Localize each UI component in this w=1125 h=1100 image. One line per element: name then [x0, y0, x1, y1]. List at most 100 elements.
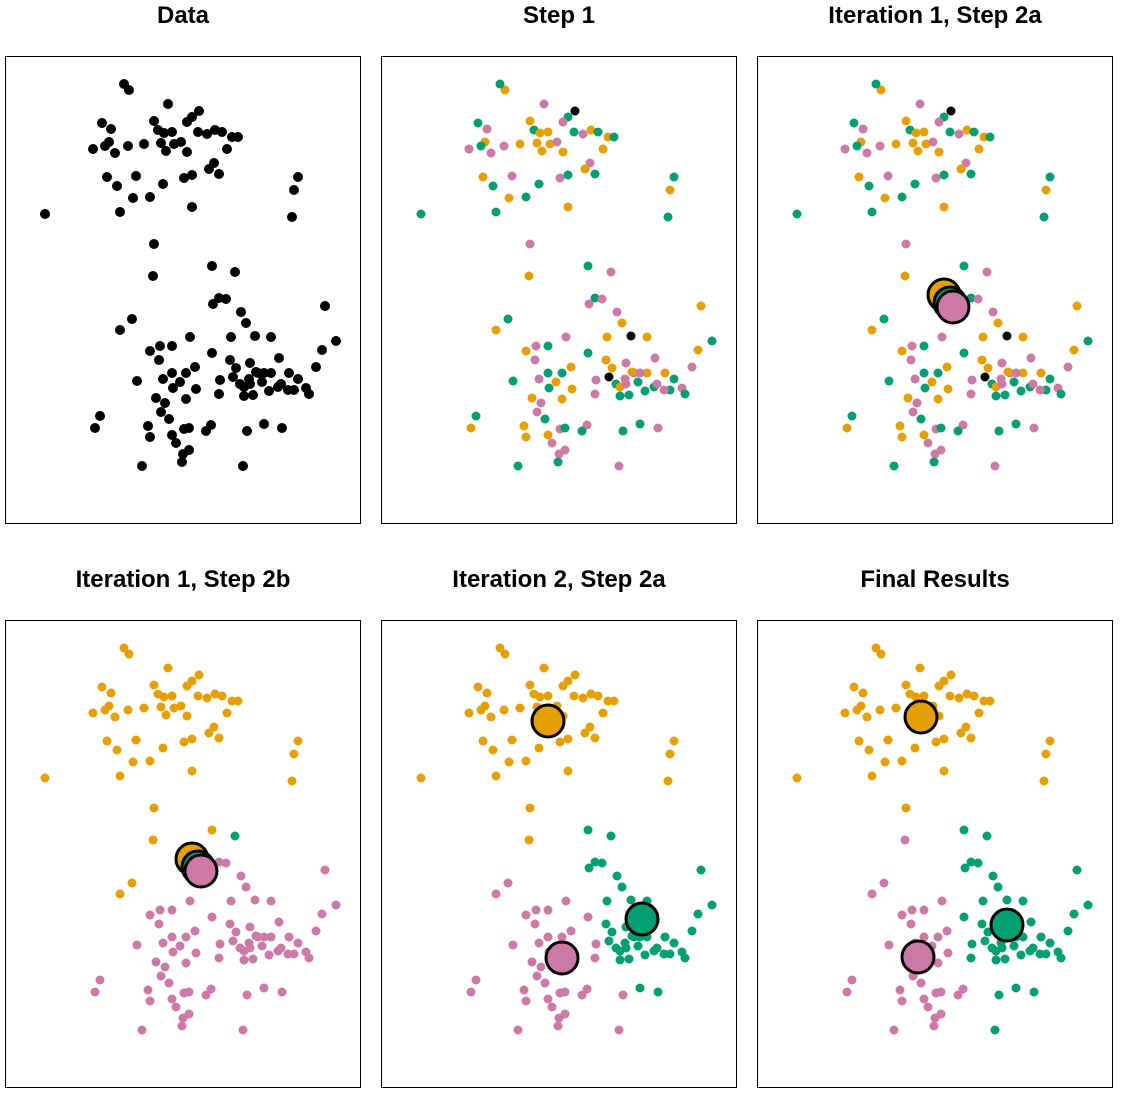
data-point-black — [148, 271, 158, 281]
data-point-pink — [943, 948, 953, 958]
data-point-orange — [985, 696, 995, 706]
data-point-black — [230, 267, 240, 277]
panel-title: Data — [156, 2, 210, 29]
data-point-black — [128, 193, 138, 203]
data-point-black — [181, 394, 191, 404]
data-point-orange — [974, 144, 984, 154]
data-point-orange — [100, 705, 110, 715]
data-point-green — [929, 457, 939, 467]
data-point-orange — [871, 643, 881, 653]
data-point-orange — [217, 691, 227, 701]
data-point-green — [959, 261, 969, 271]
data-point-pink — [525, 239, 535, 249]
data-point-black — [202, 129, 212, 139]
data-point-black — [276, 379, 286, 389]
data-point-black — [248, 390, 258, 400]
data-point-orange — [194, 670, 204, 680]
data-point-green — [230, 831, 240, 841]
data-point-pink — [966, 389, 976, 399]
data-point-orange — [854, 736, 864, 746]
data-point-pink — [929, 1021, 939, 1031]
data-point-pink — [241, 882, 251, 892]
data-point-orange — [521, 346, 531, 356]
data-point-orange — [901, 116, 911, 126]
data-point-black — [151, 393, 161, 403]
data-point-orange — [500, 85, 510, 95]
data-point-green — [1083, 336, 1093, 346]
data-point-pink — [942, 926, 952, 936]
data-point-orange — [1018, 332, 1028, 342]
data-point-pink — [177, 1021, 187, 1031]
data-point-pink — [507, 171, 517, 181]
data-point-orange — [182, 681, 192, 691]
centroid-pink — [544, 940, 580, 976]
data-point-green — [471, 411, 481, 421]
data-point-pink — [257, 941, 267, 951]
data-point-black — [207, 348, 217, 358]
data-point-pink — [916, 978, 926, 988]
data-point-pink — [284, 932, 294, 942]
data-point-green — [553, 457, 563, 467]
data-point-orange — [696, 301, 706, 311]
data-point-orange — [993, 318, 1003, 328]
data-point-orange — [867, 771, 877, 781]
data-point-pink — [937, 332, 947, 342]
data-point-green — [660, 932, 670, 942]
data-point-orange — [962, 125, 972, 135]
data-point-orange — [123, 705, 133, 715]
data-point-black — [131, 171, 141, 181]
data-point-green — [988, 871, 998, 881]
data-point-pink — [557, 932, 567, 942]
data-point-green — [503, 314, 513, 324]
scatter-svg — [416, 643, 717, 1035]
data-point-orange — [567, 384, 577, 394]
data-point-black — [184, 423, 194, 433]
data-point-orange — [491, 771, 501, 781]
data-point-green — [612, 871, 622, 881]
data-point-green — [1056, 953, 1066, 963]
data-point-green — [543, 368, 553, 378]
data-point-black — [283, 385, 293, 395]
data-point-orange — [97, 682, 107, 692]
data-point-pink — [591, 939, 601, 949]
data-point-pink — [928, 137, 938, 147]
data-point-green — [495, 79, 505, 89]
data-point-green — [593, 127, 603, 137]
data-point-orange — [491, 325, 501, 335]
data-point-green — [1011, 983, 1021, 993]
data-point-pink — [842, 987, 852, 997]
centroid-pink — [900, 939, 936, 975]
data-point-pink — [534, 938, 544, 948]
data-point-black — [100, 141, 110, 151]
data-point-orange — [945, 691, 955, 701]
data-point-green — [1009, 941, 1019, 951]
data-point-black — [182, 147, 192, 157]
data-point-pink — [531, 905, 541, 915]
data-point-orange — [880, 193, 890, 203]
data-point-green — [953, 426, 963, 436]
data-point-orange — [665, 749, 675, 759]
data-point-green — [978, 896, 988, 906]
data-point-pink — [919, 932, 929, 942]
data-point-orange — [911, 692, 921, 702]
data-point-pink — [251, 931, 261, 941]
data-point-orange — [627, 367, 637, 377]
data-point-orange — [169, 703, 179, 713]
data-point-black — [158, 179, 168, 189]
data-point-orange — [156, 702, 166, 712]
data-point-orange — [499, 705, 509, 715]
data-point-orange — [891, 703, 901, 713]
data-point-pink — [259, 983, 269, 993]
data-point-pink — [558, 117, 568, 127]
data-point-black — [190, 362, 200, 372]
data-point-black — [167, 430, 177, 440]
data-point-black — [284, 368, 294, 378]
data-point-black — [156, 407, 166, 417]
data-point-black — [293, 374, 303, 384]
data-point-orange — [119, 643, 129, 653]
data-point-green — [945, 127, 955, 137]
data-point-pink — [884, 940, 894, 950]
data-point-pink — [171, 1002, 181, 1012]
data-point-orange — [978, 332, 988, 342]
data-point-orange — [473, 682, 483, 692]
